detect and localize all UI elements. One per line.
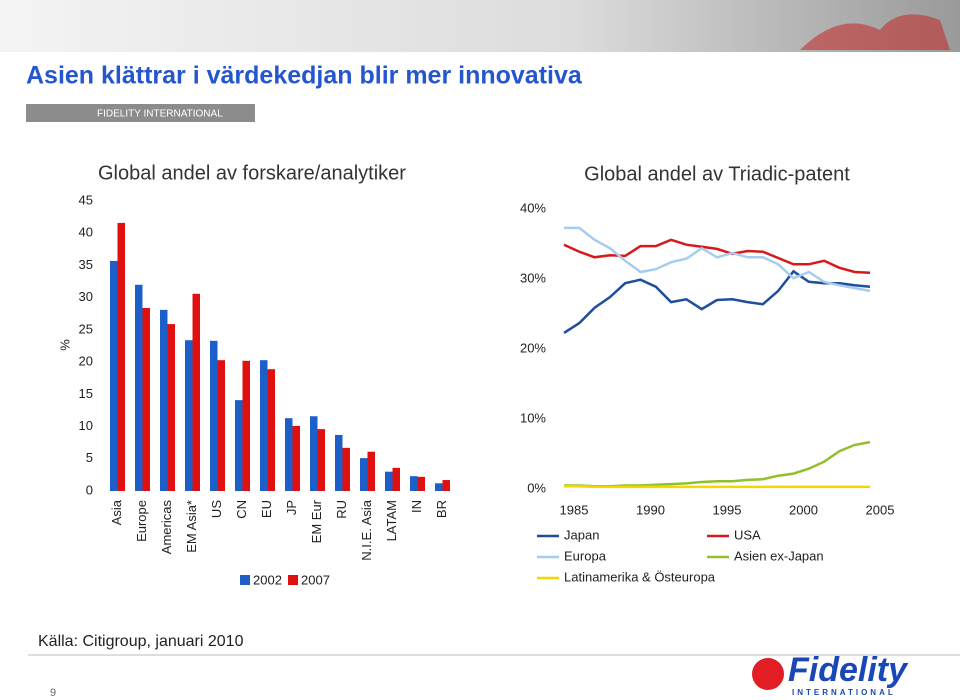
page-number: 9 [50, 687, 56, 699]
y-tick-label: 10% [520, 410, 546, 425]
legend-label: Latinamerika & Östeuropa [564, 569, 716, 584]
x-tick-label: LATAM [384, 500, 399, 541]
x-tick-label: JP [284, 500, 299, 515]
y-tick-label: 30 [79, 289, 93, 304]
y-tick-label: 15 [79, 386, 93, 401]
x-tick-label: US [209, 500, 224, 518]
x-tick-label: N.I.E. Asia [359, 499, 374, 560]
x-tick-label: Americas [159, 500, 174, 555]
y-tick-label: 45 [79, 192, 93, 207]
y-tick-label: 30% [520, 270, 546, 285]
bar [242, 360, 250, 491]
x-tick-label: CN [234, 500, 249, 519]
bar [335, 434, 343, 491]
logo-mark [752, 658, 784, 690]
y-tick-label: 20% [520, 340, 546, 355]
header-band [0, 0, 960, 52]
x-tick-label: 1990 [636, 502, 665, 517]
bar [292, 425, 300, 491]
bar [110, 260, 118, 491]
x-tick-label: Europe [134, 500, 149, 542]
legend-label: Europa [564, 548, 607, 563]
subtitle: FIDELITY INTERNATIONAL [97, 109, 223, 120]
bar [167, 324, 175, 491]
bar [435, 483, 443, 491]
line [564, 440, 871, 488]
bar [217, 360, 225, 491]
bar [342, 447, 350, 491]
bar [360, 458, 368, 491]
line [563, 269, 871, 334]
line [563, 238, 871, 274]
bar [160, 309, 168, 491]
bar [142, 307, 150, 491]
bar [185, 340, 193, 491]
y-tick-label: 40% [520, 200, 546, 215]
bar [367, 451, 375, 491]
bar [317, 429, 325, 491]
y-tick-label: 25 [79, 321, 93, 336]
bar [192, 293, 200, 491]
slide-title: Asien klättrar i värdekedjan blir mer in… [26, 62, 583, 90]
y-tick-label: 20 [79, 354, 93, 369]
legend-label: 2002 [253, 572, 282, 587]
bar [442, 480, 450, 491]
x-tick-label: EM Eur [309, 499, 324, 543]
x-tick-label: 1985 [560, 502, 589, 517]
line [564, 484, 870, 489]
bar [392, 467, 400, 491]
y-axis-label: % [57, 339, 72, 351]
bar [267, 369, 275, 491]
x-tick-label: EU [259, 500, 274, 518]
y-tick-label: 0% [527, 480, 546, 495]
chart-title: Global andel av forskare/analytiker [98, 162, 406, 184]
legend-label: 2007 [301, 572, 330, 587]
y-tick-label: 0 [86, 482, 93, 497]
bar [410, 476, 418, 491]
chart-title: Global andel av Triadic-patent [584, 163, 850, 185]
legend-label: USA [734, 527, 761, 542]
x-tick-label: 1995 [713, 502, 742, 517]
line [564, 226, 871, 293]
y-tick-label: 10 [79, 418, 93, 433]
bar [135, 284, 143, 491]
x-tick-label: 2005 [866, 502, 895, 517]
bar [260, 360, 268, 491]
legend-label: Japan [564, 527, 599, 542]
x-tick-label: IN [409, 500, 424, 513]
y-tick-label: 40 [79, 225, 93, 240]
bar [385, 471, 393, 491]
bar [285, 418, 293, 491]
x-tick-label: BR [434, 500, 449, 518]
source: Källa: Citigroup, januari 2010 [38, 633, 244, 650]
bar [235, 400, 243, 491]
x-tick-label: RU [334, 500, 349, 519]
legend-swatch [240, 575, 250, 585]
legend-swatch [288, 575, 298, 585]
bar [417, 476, 425, 491]
logo: Fidelity [788, 651, 909, 689]
legend-label: Asien ex-Japan [734, 548, 824, 563]
logo-sub: INTERNATIONAL [792, 688, 896, 697]
x-tick-label: Asia [109, 499, 124, 525]
x-tick-label: 2000 [789, 502, 818, 517]
bar [310, 416, 318, 491]
y-tick-label: 35 [79, 257, 93, 272]
x-tick-label: EM Asia* [184, 500, 199, 553]
subtitle-box [26, 104, 255, 122]
bar [117, 222, 125, 491]
bar [210, 340, 218, 491]
header-decor [800, 14, 950, 50]
y-tick-label: 5 [86, 450, 93, 465]
